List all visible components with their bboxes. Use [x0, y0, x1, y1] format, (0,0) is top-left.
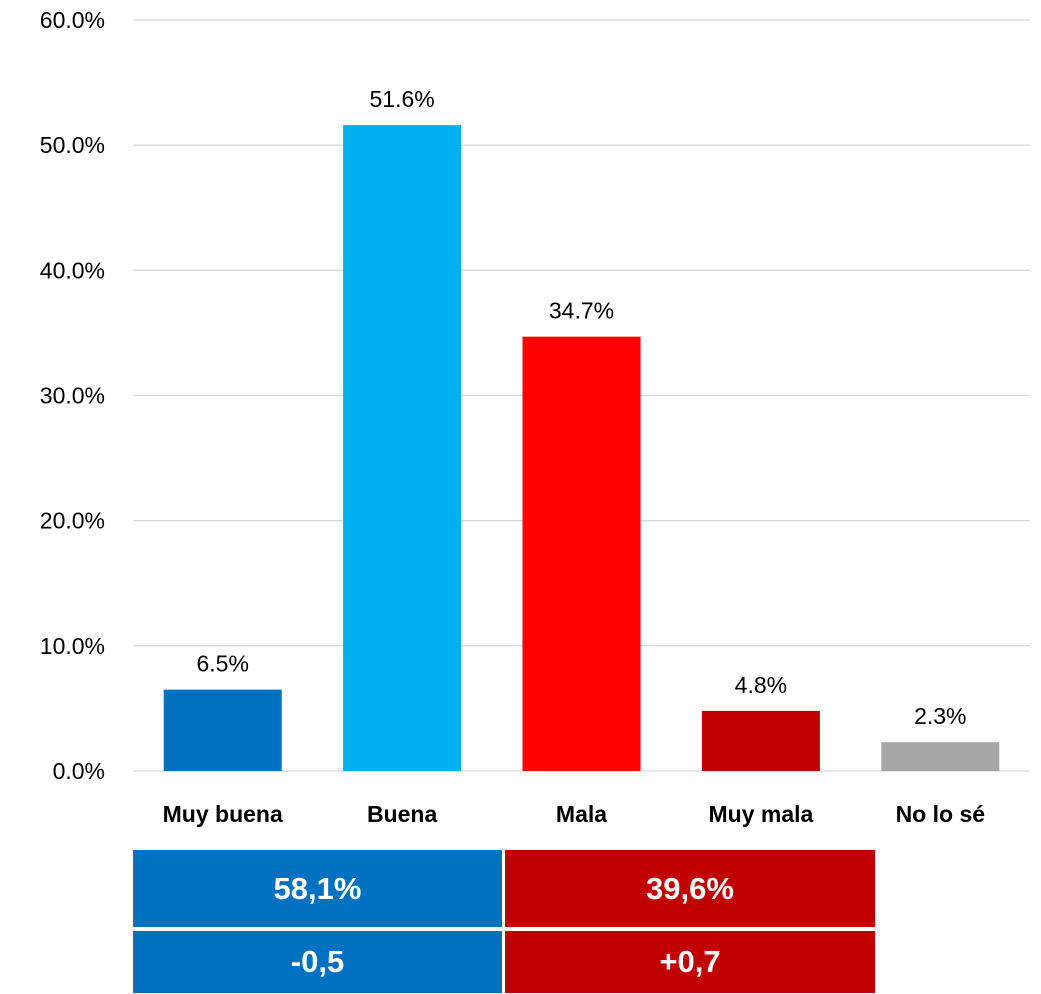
summary-total-positive: 58,1%: [133, 850, 502, 927]
bar: [881, 742, 1000, 771]
y-tick-label: 20.0%: [40, 508, 105, 534]
bars: [163, 125, 1000, 771]
x-category-label: Muy buena: [163, 801, 283, 827]
bar: [343, 125, 462, 771]
y-axis-ticks: 0.0% 10.0% 20.0% 30.0% 40.0% 50.0% 60.0%: [40, 7, 105, 784]
data-label: 6.5%: [196, 651, 248, 677]
summary-change-positive: -0,5: [133, 931, 502, 993]
y-tick-label: 50.0%: [40, 132, 105, 158]
data-label: 34.7%: [549, 298, 614, 324]
y-tick-label: 60.0%: [40, 7, 105, 33]
x-category-label: Muy mala: [708, 801, 813, 827]
bar: [163, 689, 282, 771]
x-category-label: No lo sé: [896, 801, 985, 827]
data-label: 2.3%: [914, 703, 966, 729]
y-tick-label: 30.0%: [40, 383, 105, 409]
summary-total-negative: 39,6%: [505, 850, 875, 927]
data-label: 4.8%: [735, 672, 787, 698]
bar: [701, 710, 820, 771]
x-category-label: Mala: [556, 801, 607, 827]
y-tick-label: 10.0%: [40, 633, 105, 659]
x-axis-categories: Muy buena Buena Mala Muy mala No lo sé: [163, 801, 985, 827]
summary-change-negative: +0,7: [505, 931, 875, 993]
y-tick-label: 0.0%: [53, 758, 105, 784]
y-tick-label: 40.0%: [40, 257, 105, 283]
x-category-label: Buena: [367, 801, 438, 827]
data-labels: 6.5% 51.6% 34.7% 4.8% 2.3%: [196, 86, 966, 729]
bar: [522, 336, 641, 771]
bar-chart: 0.0% 10.0% 20.0% 30.0% 40.0% 50.0% 60.0% 6.5% 5…: [40, 7, 1030, 827]
data-label: 51.6%: [369, 86, 434, 112]
